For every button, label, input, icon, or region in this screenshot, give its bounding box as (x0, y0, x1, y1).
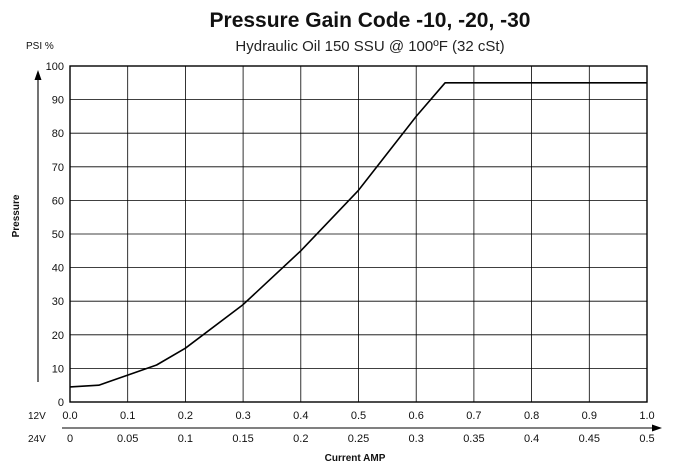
y-tick-label: 30 (52, 296, 64, 308)
x-tick-label: 0.4 (524, 433, 539, 445)
y-tick-label: 90 (52, 95, 64, 107)
x-axis-title: Current AMP (325, 453, 386, 464)
x-tick-label: 0.1 (120, 410, 135, 422)
x-tick-label: 0.9 (582, 410, 597, 422)
chart-title: Pressure Gain Code -10, -20, -30 (210, 9, 531, 32)
x-tick-label: 0.25 (348, 433, 369, 445)
x-tick-label: 0.3 (235, 410, 250, 422)
grid (70, 66, 647, 402)
y-tick-label: 60 (52, 195, 64, 207)
x-tick-label: 0.05 (117, 433, 138, 445)
y-tick-label: 100 (46, 61, 64, 73)
pressure-curve-line (69, 82, 647, 388)
y-tick-label: 10 (52, 363, 64, 375)
y-tick-label: 20 (52, 330, 64, 342)
x-axis-name: 24V (28, 434, 46, 445)
y-tick-labels: 0 10 20 30 40 50 60 70 80 90 100 (46, 61, 64, 409)
y-unit-label: PSI % (26, 41, 54, 52)
y-tick-label: 40 (52, 263, 64, 275)
x-tick-label: 0.15 (232, 433, 253, 445)
y-axis-title: Pressure (11, 194, 22, 237)
x-axis-arrow-head (652, 424, 662, 432)
x-tick-label: 0.0 (62, 410, 77, 422)
x-tick-label: 0.45 (579, 433, 600, 445)
chart-subtitle: Hydraulic Oil 150 SSU @ 100ºF (32 cSt) (235, 38, 504, 55)
plot-frame (69, 65, 648, 403)
x-tick-label: 0.4 (293, 410, 308, 422)
x-tick-label: 0.6 (409, 410, 424, 422)
y-tick-label: 50 (52, 229, 64, 241)
x-tick-label: 0.5 (351, 410, 366, 422)
x-tick-label: 1.0 (639, 410, 654, 422)
x-tick-label: 0.8 (524, 410, 539, 422)
x-tick-label: 0.5 (639, 433, 654, 445)
x-tick-label: 0.35 (463, 433, 484, 445)
x-tick-label: 0.3 (409, 433, 424, 445)
x-tick-label: 0.7 (466, 410, 481, 422)
y-tick-label: 0 (58, 397, 64, 409)
x-axis-name: 12V (28, 411, 46, 422)
x-tick-label: 0.2 (178, 410, 193, 422)
y-tick-label: 80 (52, 128, 64, 140)
series (69, 82, 647, 388)
y-axis-arrow-head (34, 70, 42, 80)
y-tick-label: 70 (52, 162, 64, 174)
x-tick-label: 0.1 (178, 433, 193, 445)
x-tick-label: 0.2 (293, 433, 308, 445)
x-tick-label: 0 (67, 433, 73, 445)
axis-arrows (34, 70, 662, 432)
x-tick-labels: 12V 0.0 0.1 0.2 0.3 0.4 0.5 0.6 0.7 0.8 0.9 1.0 24V 0… (28, 410, 655, 445)
